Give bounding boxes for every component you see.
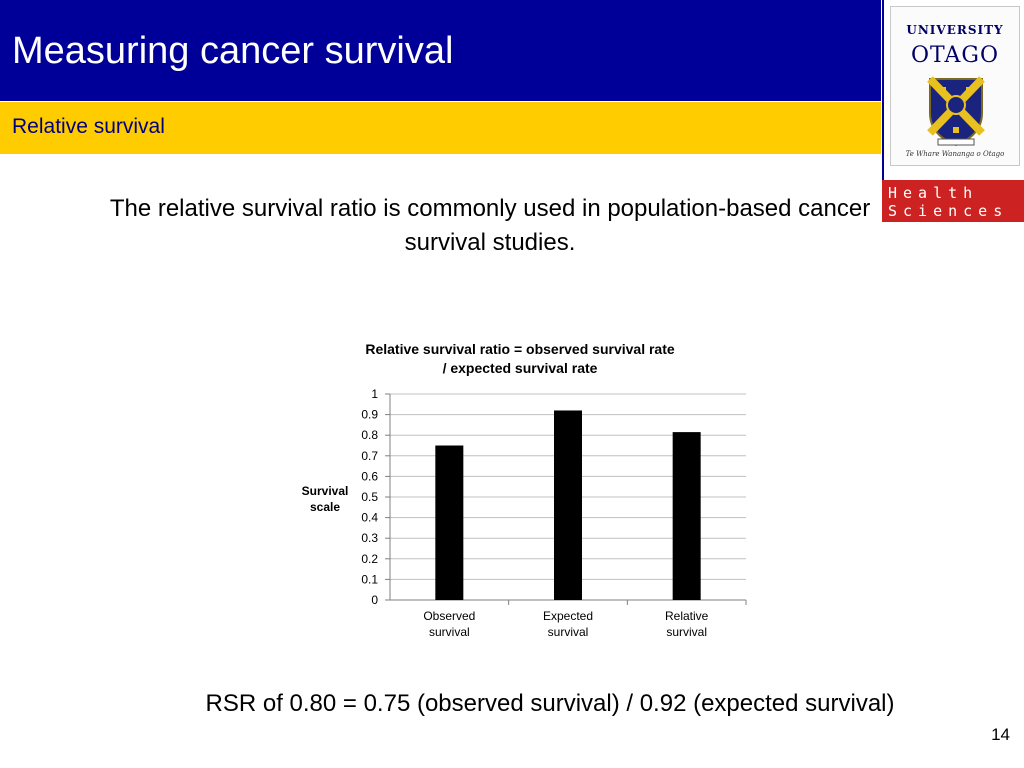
x-tick-label: survival (429, 625, 470, 639)
health-text: Health (888, 184, 979, 202)
rsr-formula: RSR of 0.80 = 0.75 (observed survival) /… (205, 690, 895, 717)
y-tick-label: 0.5 (361, 490, 378, 504)
chart-x-labels: Observed survival Expected survival Relative… (423, 609, 708, 639)
y-tick-label: 0.2 (361, 552, 378, 566)
university-logo: UNIVERSITY OTAGO Te Whare Wananga o Otag… (882, 0, 1024, 180)
x-tick-label: Relative (665, 609, 709, 623)
x-tick-label: Observed (423, 609, 475, 623)
x-tick-label: Expected (543, 609, 593, 623)
y-tick-label: 0.4 (361, 511, 378, 525)
y-tick-label: 0 (371, 593, 378, 607)
y-tick-label: 0.9 (361, 408, 378, 422)
bar (554, 410, 582, 600)
chart-y-ticks: 0 0.1 0.2 0.3 0.4 0.5 0.6 0.7 0.8 0.9 1 (361, 387, 378, 607)
logo-frame: UNIVERSITY OTAGO Te Whare Wananga o Otag… (890, 6, 1020, 166)
logo-motto: Te Whare Wananga o Otago (905, 150, 1005, 158)
bar-chart: Relative survival ratio = observed survi… (302, 341, 747, 639)
y-axis-label-line: scale (310, 500, 340, 514)
x-tick-label: survival (548, 625, 589, 639)
y-axis-label-line: Survival (302, 484, 349, 498)
logo-university-text: UNIVERSITY (906, 23, 1004, 37)
y-tick-label: 0.8 (361, 428, 378, 442)
y-tick-label: 0.1 (361, 572, 378, 586)
subtitle-bar: Relative survival (0, 102, 881, 154)
y-tick-label: 0.6 (361, 469, 378, 483)
x-tick-label: survival (666, 625, 707, 639)
chart-title-line: / expected survival rate (443, 360, 598, 376)
chart-y-axis-label: Survival scale (302, 484, 349, 514)
intro-text: The relative survival ratio is commonly … (109, 195, 871, 256)
slide-subtitle: Relative survival (12, 115, 165, 138)
health-sciences-band: Health Sciences (882, 180, 1024, 222)
bar (672, 432, 701, 600)
y-tick-label: 0.7 (361, 449, 378, 463)
title-bar: Measuring cancer survival (0, 0, 881, 101)
chart-title: Relative survival ratio = observed survi… (365, 341, 675, 376)
bar (435, 445, 464, 600)
y-tick-label: 0.3 (361, 531, 378, 545)
chart-bars (435, 410, 701, 600)
chart-title-line: Relative survival ratio = observed survi… (365, 341, 675, 357)
page-number: 14 (991, 725, 1010, 744)
y-tick-label: 1 (371, 387, 378, 401)
logo-otago-text: OTAGO (910, 43, 999, 68)
slide-title: Measuring cancer survival (12, 30, 454, 72)
sciences-text: Sciences (888, 202, 1009, 220)
crest-icon (927, 76, 985, 147)
